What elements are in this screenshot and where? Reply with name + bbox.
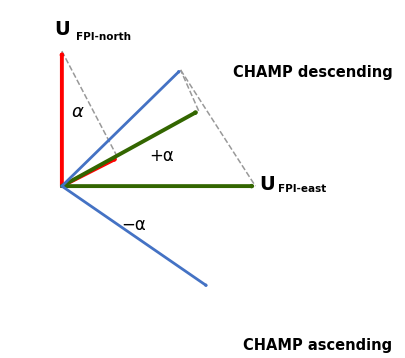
Text: CHAMP ascending: CHAMP ascending bbox=[243, 338, 392, 353]
Text: α: α bbox=[72, 103, 83, 121]
Text: U: U bbox=[54, 20, 69, 39]
Text: FPI-east: FPI-east bbox=[277, 184, 325, 194]
Text: +α: +α bbox=[149, 147, 173, 165]
Text: FPI-north: FPI-north bbox=[76, 32, 131, 42]
Text: −α: −α bbox=[121, 216, 146, 234]
Text: CHAMP descending: CHAMP descending bbox=[232, 65, 392, 80]
Text: U: U bbox=[259, 175, 275, 194]
